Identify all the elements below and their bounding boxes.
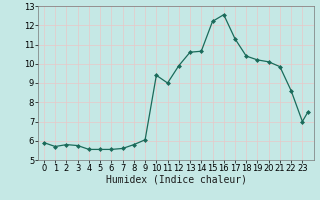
X-axis label: Humidex (Indice chaleur): Humidex (Indice chaleur) (106, 175, 246, 185)
